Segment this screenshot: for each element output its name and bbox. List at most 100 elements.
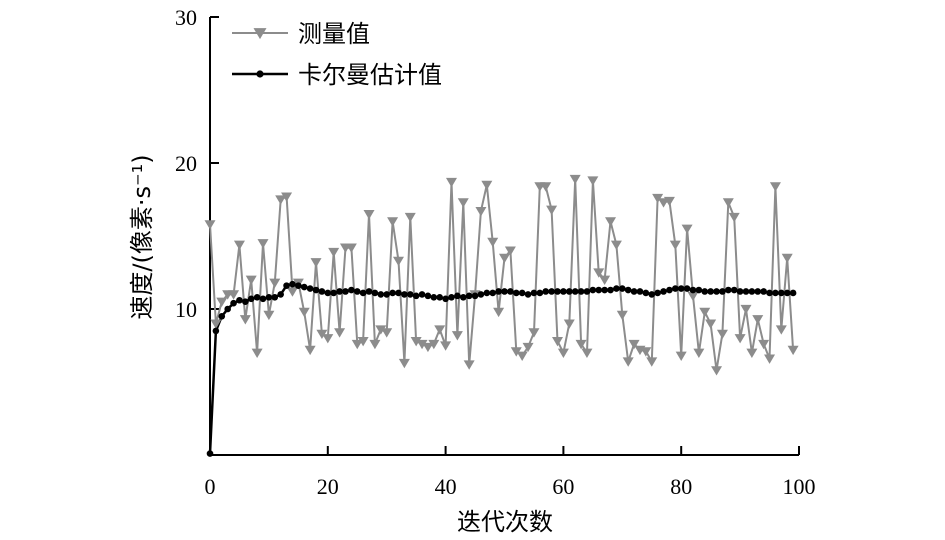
y-axis-title: 速度/(像素·s⁻¹)	[128, 154, 156, 319]
data-point-kalman	[660, 288, 667, 295]
data-point-measured	[728, 212, 740, 223]
data-point-measured	[310, 258, 322, 268]
legend-swatch-measured-marker	[253, 28, 267, 40]
data-point-kalman	[648, 291, 656, 298]
data-point-measured	[787, 345, 799, 356]
data-point-kalman	[359, 289, 367, 297]
data-point-measured	[475, 207, 487, 217]
data-point-kalman	[730, 286, 738, 294]
data-point-kalman	[736, 288, 744, 295]
x-tick-label: 20	[317, 474, 339, 499]
data-point-measured	[663, 196, 675, 207]
data-point-measured	[451, 331, 463, 341]
data-point-kalman	[607, 286, 614, 294]
data-point-measured	[575, 339, 587, 350]
data-point-kalman	[748, 288, 756, 295]
data-point-kalman	[412, 292, 420, 300]
data-point-kalman	[348, 286, 355, 294]
data-point-kalman	[218, 313, 226, 320]
data-point-kalman	[613, 285, 620, 292]
data-point-measured	[646, 357, 658, 367]
data-point-kalman	[577, 288, 585, 295]
data-point-measured	[269, 278, 281, 288]
legend-item-kalman: 卡尔曼估计值	[232, 61, 442, 89]
data-point-kalman	[330, 289, 337, 297]
legend-label-measured: 测量值	[298, 20, 370, 48]
data-point-measured	[481, 180, 493, 191]
data-point-kalman	[672, 285, 679, 292]
data-point-kalman	[542, 288, 550, 295]
data-point-kalman	[713, 288, 720, 295]
data-point-kalman	[465, 292, 473, 300]
data-point-kalman	[242, 298, 249, 306]
data-point-measured	[286, 287, 298, 297]
data-point-measured	[257, 239, 269, 249]
data-point-measured	[522, 342, 534, 353]
data-point-kalman	[760, 288, 767, 295]
data-point-measured	[416, 339, 428, 350]
data-point-measured	[363, 209, 375, 220]
data-point-measured	[251, 348, 263, 359]
y-tick-label: 30	[175, 5, 197, 30]
data-point-kalman	[389, 289, 396, 297]
data-point-kalman	[324, 289, 332, 297]
data-point-kalman	[430, 294, 438, 301]
data-point-kalman	[212, 327, 220, 335]
legend-label-kalman: 卡尔曼估计值	[298, 61, 442, 89]
data-point-kalman	[554, 288, 561, 295]
data-point-kalman	[271, 294, 279, 301]
data-point-kalman	[306, 285, 314, 292]
data-point-measured	[275, 195, 287, 205]
data-point-kalman	[253, 294, 261, 301]
data-point-kalman	[624, 286, 632, 294]
data-point-kalman	[289, 280, 296, 288]
x-axis-title: 迭代次数	[457, 508, 553, 536]
data-point-measured	[239, 315, 251, 325]
data-point-measured	[316, 329, 328, 340]
data-point-kalman	[583, 288, 591, 295]
data-point-kalman	[383, 291, 391, 298]
data-point-kalman	[630, 288, 638, 295]
data-point-kalman	[518, 289, 526, 297]
data-point-measured	[392, 256, 404, 267]
data-point-measured	[410, 336, 422, 347]
data-point-measured	[228, 290, 240, 300]
data-point-measured	[499, 253, 510, 264]
x-tick-label: 60	[552, 474, 574, 499]
data-point-measured	[587, 176, 599, 186]
data-point-kalman	[206, 450, 214, 457]
data-point-kalman	[636, 288, 644, 295]
data-point-measured	[428, 339, 440, 350]
data-point-kalman	[565, 288, 573, 295]
data-point-measured	[210, 319, 222, 329]
x-tick-label: 0	[205, 474, 216, 499]
data-point-measured	[422, 342, 434, 353]
data-point-measured	[675, 351, 687, 361]
data-point-kalman	[530, 289, 538, 297]
data-point-kalman	[300, 283, 308, 291]
data-point-kalman	[236, 296, 243, 304]
y-tick-label: 20	[175, 151, 197, 176]
data-point-measured	[711, 366, 723, 376]
y-tick-labels: 10 20 30	[175, 5, 197, 322]
data-point-kalman	[247, 295, 255, 303]
data-point-measured	[463, 360, 475, 370]
data-point-measured	[245, 275, 257, 286]
data-point-kalman	[754, 288, 762, 295]
legend: 测量值 卡尔曼估计值	[232, 20, 442, 89]
data-point-kalman	[789, 289, 797, 297]
data-point-measured	[563, 319, 575, 329]
data-point-measured	[216, 297, 228, 307]
data-point-kalman	[766, 289, 773, 297]
data-point-kalman	[512, 289, 520, 297]
data-point-measured	[351, 339, 363, 350]
data-point-kalman	[489, 289, 497, 297]
data-point-measured	[334, 328, 346, 338]
data-point-kalman	[365, 288, 373, 295]
data-point-measured	[616, 310, 628, 321]
data-point-kalman	[342, 288, 349, 295]
data-point-kalman	[424, 292, 432, 300]
data-point-measured	[298, 307, 310, 318]
data-point-kalman	[778, 289, 785, 297]
data-point-measured	[781, 253, 793, 264]
